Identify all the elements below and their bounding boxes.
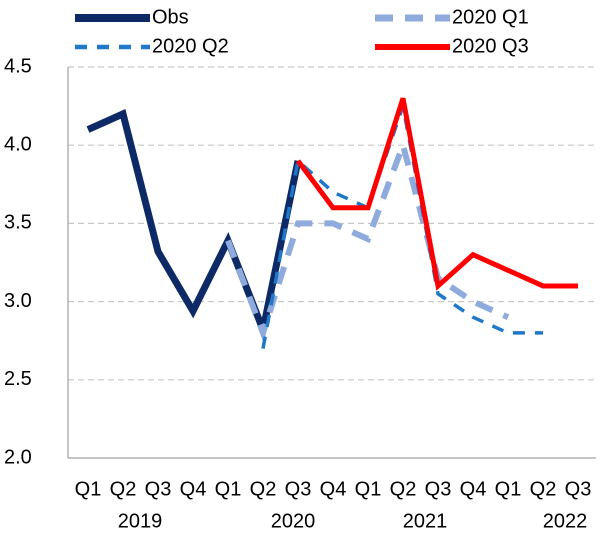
y-tick-label: 3.5	[4, 212, 32, 234]
x-group-label: 2021	[403, 510, 448, 532]
x-tick-label: Q2	[530, 478, 557, 500]
x-tick-label: Q3	[145, 478, 172, 500]
x-tick-label: Q4	[180, 478, 207, 500]
y-tick-label: 4.5	[4, 55, 32, 77]
y-tick-label: 2.5	[4, 368, 32, 390]
x-tick-label: Q4	[460, 478, 487, 500]
x-tick-label: Q2	[250, 478, 277, 500]
x-tick-label: Q2	[110, 478, 137, 500]
x-group-label: 2022	[543, 510, 588, 532]
y-tick-label: 4.0	[4, 133, 32, 155]
x-tick-label: Q3	[285, 478, 312, 500]
x-tick-label: Q3	[425, 478, 452, 500]
y-tick-label: 3.0	[4, 290, 32, 312]
series-line	[86, 109, 302, 342]
series-line	[225, 135, 510, 342]
x-tick-label: Q4	[320, 478, 347, 500]
x-group-label: 2020	[271, 510, 316, 532]
x-tick-label: Q1	[355, 478, 382, 500]
x-tick-label: Q2	[390, 478, 417, 500]
x-tick-label: Q1	[495, 478, 522, 500]
series-line	[295, 97, 578, 291]
legend-label: 2020 Q2	[152, 35, 229, 57]
legend-label: Obs	[152, 6, 189, 28]
series-line	[261, 99, 543, 349]
x-tick-label: Q1	[75, 478, 102, 500]
legend-label: 2020 Q3	[452, 35, 529, 57]
x-tick-label: Q3	[565, 478, 592, 500]
y-tick-label: 2.0	[4, 446, 32, 468]
x-tick-label: Q1	[215, 478, 242, 500]
x-group-label: 2019	[118, 510, 163, 532]
legend-label: 2020 Q1	[452, 6, 529, 28]
